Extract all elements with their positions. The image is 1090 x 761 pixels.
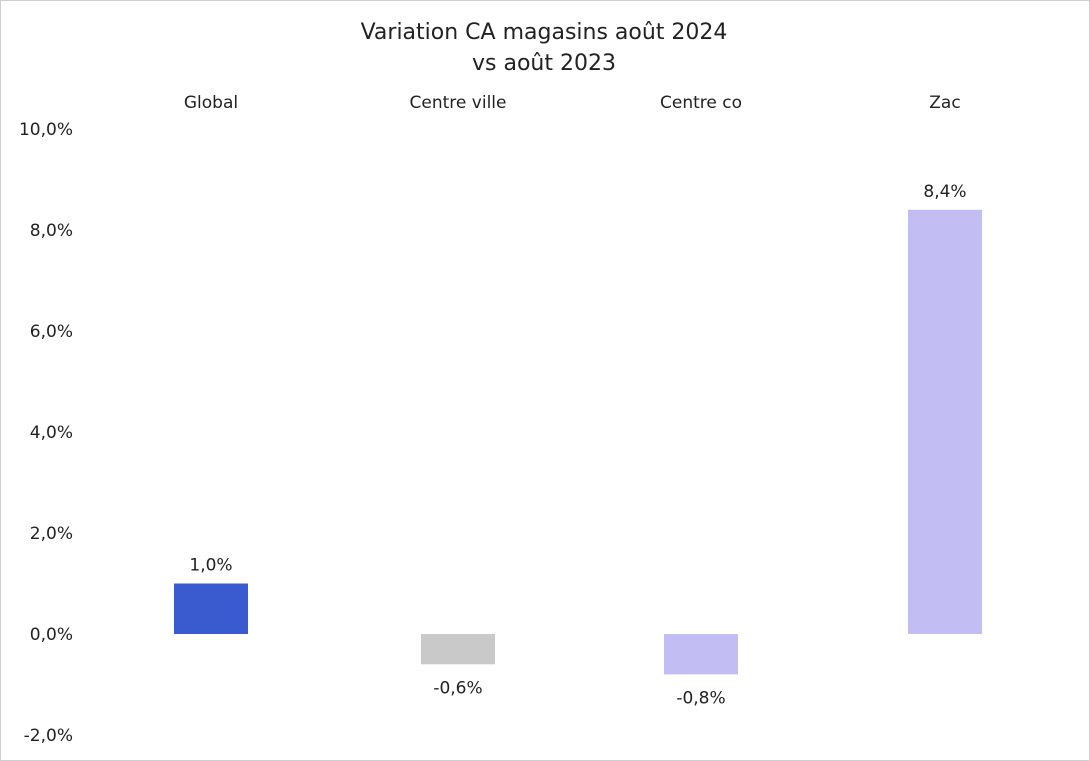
- y-tick-label: 6,0%: [30, 322, 73, 342]
- chart-title: Variation CA magasins août 2024: [361, 20, 728, 45]
- bar: [908, 209, 982, 635]
- bar: [174, 583, 248, 634]
- data-label: -0,8%: [676, 688, 725, 708]
- category-label: Centre ville: [410, 93, 507, 113]
- y-tick-label: -2,0%: [24, 726, 73, 746]
- bars: [174, 209, 982, 675]
- y-tick-label: 2,0%: [30, 524, 73, 544]
- bar: [664, 634, 738, 675]
- category-label: Global: [184, 93, 238, 113]
- y-tick-label: 0,0%: [30, 625, 73, 645]
- y-tick-label: 10,0%: [19, 120, 73, 140]
- category-label: Centre co: [660, 93, 742, 113]
- data-label: 1,0%: [189, 556, 232, 576]
- value-labels: 1,0% -0,6% -0,8% 8,4%: [189, 182, 966, 709]
- category-labels: Global Centre ville Centre co Zac: [184, 93, 961, 113]
- bar: [421, 634, 495, 665]
- chart-subtitle: vs août 2023: [472, 51, 616, 76]
- y-tick-label: 8,0%: [30, 221, 73, 241]
- y-tick-label: 4,0%: [30, 423, 73, 443]
- y-axis: 10,0% 8,0% 6,0% 4,0% 2,0% 0,0% -2,0%: [19, 120, 73, 746]
- category-label: Zac: [929, 93, 960, 113]
- data-label: 8,4%: [923, 182, 966, 202]
- data-label: -0,6%: [433, 678, 482, 698]
